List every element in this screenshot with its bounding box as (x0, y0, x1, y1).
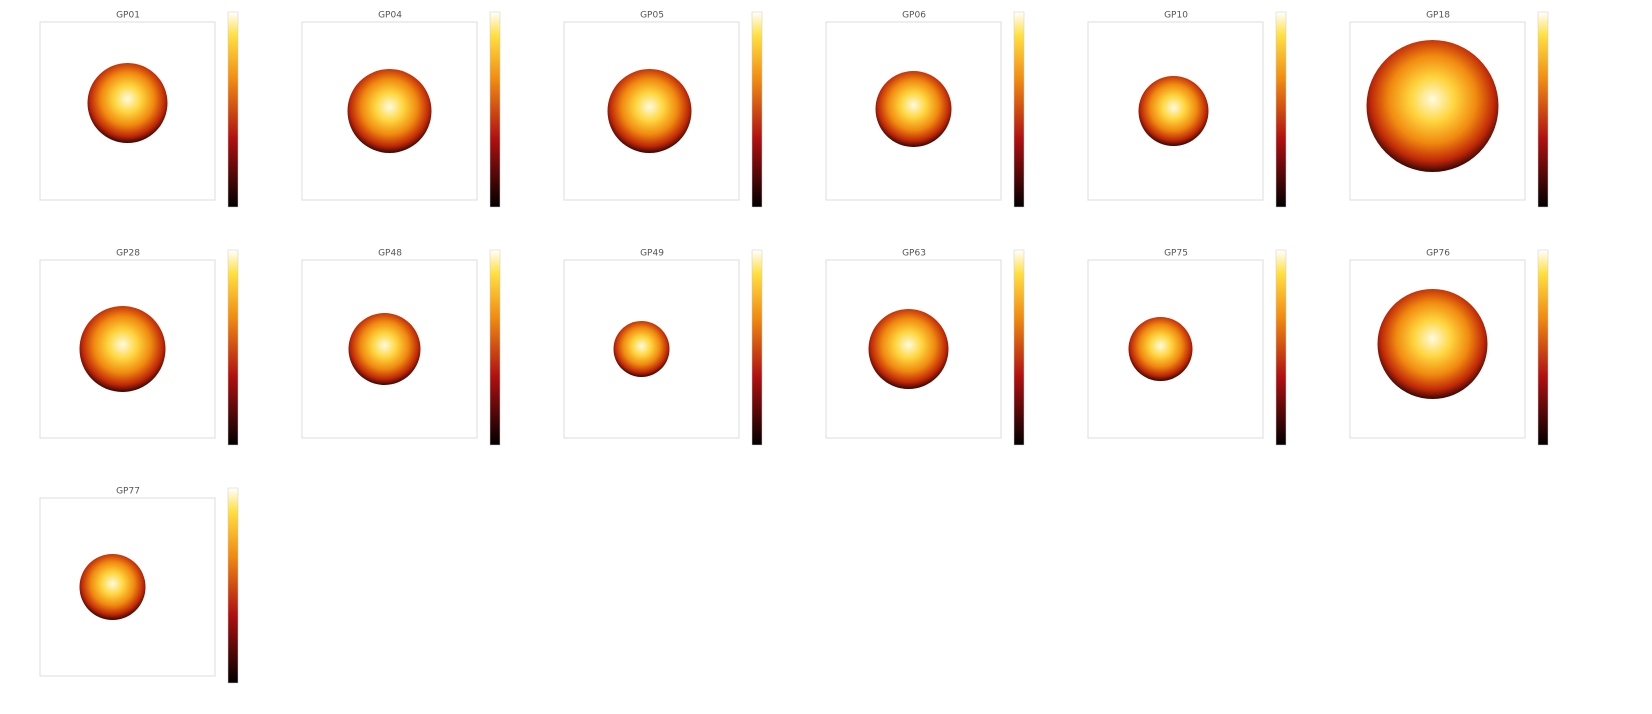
panel: GP63 (826, 249, 1024, 446)
heatmap-blob (1129, 317, 1193, 381)
colorbar (1538, 250, 1548, 445)
panel-title: GP49 (640, 249, 664, 259)
heatmap-blob (869, 309, 949, 389)
panel-title: GP01 (116, 11, 140, 21)
colorbar (752, 12, 762, 207)
heatmap-blob (608, 69, 692, 153)
panel: GP75 (1088, 249, 1286, 446)
heatmap-blob (80, 306, 166, 392)
panel: GP10 (1088, 11, 1286, 208)
colorbar (228, 12, 238, 207)
panel: GP48 (302, 249, 500, 446)
heatmap-blob (348, 69, 432, 153)
panel: GP01 (40, 11, 238, 208)
panel: GP04 (302, 11, 500, 208)
panel-title: GP76 (1426, 249, 1450, 259)
colorbar (228, 488, 238, 683)
panel: GP77 (40, 487, 238, 684)
panel-title: GP10 (1164, 11, 1188, 21)
panel: GP18 (1350, 11, 1548, 208)
heatmap-blob (1139, 76, 1209, 146)
panel-title: GP77 (116, 487, 140, 497)
heatmap-blob (1378, 289, 1488, 399)
panel-title: GP63 (902, 249, 926, 259)
heatmap-blob (80, 554, 146, 620)
colorbar (1014, 250, 1024, 445)
panel-title: GP75 (1164, 249, 1188, 259)
panel-title: GP05 (640, 11, 664, 21)
colorbar (752, 250, 762, 445)
panel: GP76 (1350, 249, 1548, 446)
panel-title: GP18 (1426, 11, 1450, 21)
colorbar (490, 12, 500, 207)
colorbar (1538, 12, 1548, 207)
heatmap-blob (88, 63, 168, 143)
panel-title: GP28 (116, 249, 140, 259)
panel-title: GP48 (378, 249, 402, 259)
heatmap-blob (1367, 40, 1499, 172)
panel: GP06 (826, 11, 1024, 208)
panel: GP05 (564, 11, 762, 208)
colorbar (490, 250, 500, 445)
colorbar (1276, 12, 1286, 207)
colorbar (228, 250, 238, 445)
heatmap-blob (876, 71, 952, 147)
panel: GP49 (564, 249, 762, 446)
heatmap-blob (614, 321, 670, 377)
figure: GP01 GP04 GP05 GP06 GP10 GP18 GP28 GP48 GP49 GP63… (0, 0, 1652, 714)
panel-title: GP04 (378, 11, 402, 21)
colorbar (1276, 250, 1286, 445)
panel-title: GP06 (902, 11, 926, 21)
panel: GP28 (40, 249, 238, 446)
heatmap-blob (349, 313, 421, 385)
colorbar (1014, 12, 1024, 207)
